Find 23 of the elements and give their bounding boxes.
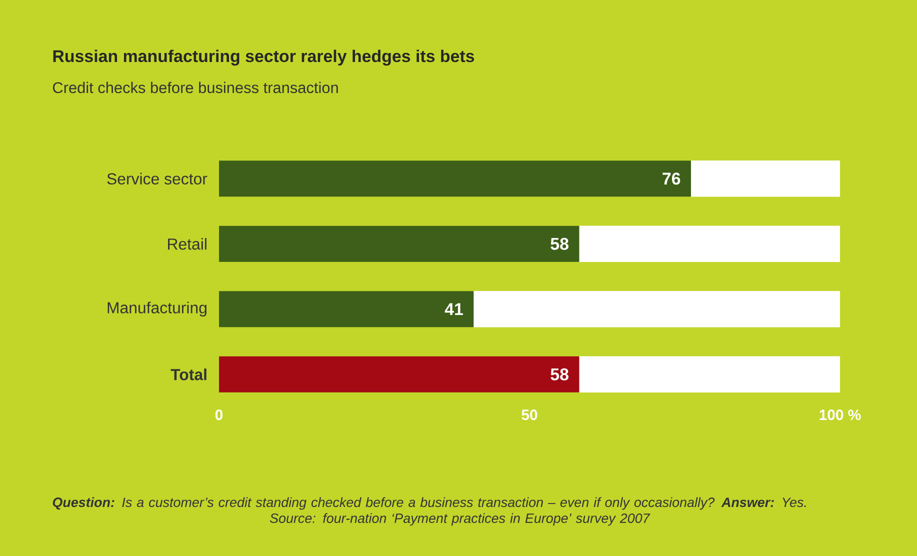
data-label: 58 — [550, 238, 568, 250]
bar — [690, 160, 840, 197]
data-label: 41 — [444, 303, 463, 315]
y-tick-label: Service sector — [107, 172, 208, 184]
chart-title: Russian manufacturing sector rarely hedges its bets — [53, 50, 474, 66]
bar — [579, 226, 840, 262]
bar — [579, 356, 840, 392]
chart-subtitle: Credit checks before business transaction — [52, 82, 338, 94]
bar — [219, 160, 691, 197]
y-tick-label: Retail — [168, 238, 206, 250]
bar — [219, 356, 580, 392]
text: Question: Is a customer’s credit standing checked before a business transaction – even if only occasionally? Answer: Yes. — [52, 497, 806, 510]
x-tick-label: 0 — [215, 410, 223, 420]
x-tick-label: 50 — [522, 410, 538, 420]
source-note: Source: four-nation ‘Payment practices in Europe’ survey 2007 — [270, 513, 650, 526]
bar — [219, 226, 580, 262]
bar — [474, 291, 840, 328]
y-tick-label: Total — [170, 368, 206, 380]
y-tick-label: Manufacturing — [108, 302, 206, 317]
x-tick-label: 100 % — [820, 410, 861, 420]
data-label: 76 — [662, 172, 680, 185]
data-label: 58 — [550, 368, 568, 380]
bar — [219, 291, 474, 328]
